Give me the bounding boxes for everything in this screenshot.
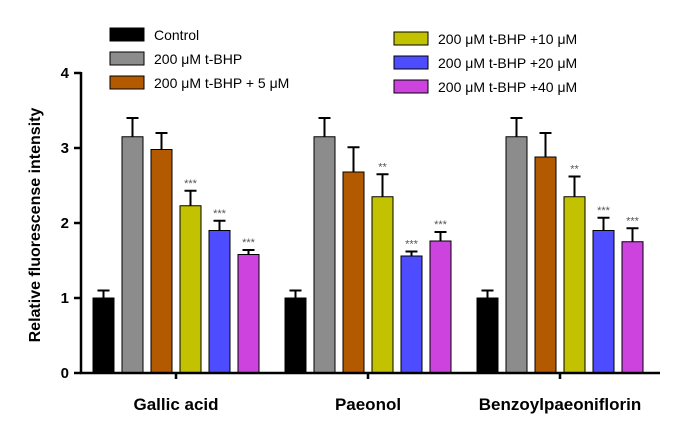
x-tick-label: Benzoylpaeoniflorin (479, 395, 641, 414)
bar (371, 196, 394, 374)
y-tick-label: 2 (61, 215, 69, 232)
significance-label: *** (184, 178, 198, 190)
legend-item: Control (109, 27, 199, 43)
bar (592, 230, 615, 374)
bar (342, 171, 365, 374)
legend-swatch (393, 31, 429, 46)
plot-area: ************************* (92, 117, 644, 374)
bar (237, 254, 260, 374)
bar (534, 156, 557, 374)
significance-label: *** (405, 239, 419, 251)
bar (621, 241, 644, 374)
bar (179, 205, 202, 374)
bar (400, 255, 423, 374)
legend-label: 200 μM t-BHP + 5 μM (154, 75, 289, 91)
bar (313, 136, 336, 374)
legend-swatch (109, 75, 145, 90)
bar (150, 149, 173, 374)
y-tick-label: 1 (61, 290, 69, 307)
bar (476, 297, 499, 374)
x-tick-label: Gallic acid (133, 395, 218, 414)
legend-swatch (109, 51, 145, 66)
bar (208, 230, 231, 374)
significance-label: *** (434, 219, 448, 231)
legend-item: 200 μM t-BHP +40 μM (393, 79, 577, 95)
bar-group: ******** (284, 117, 452, 374)
y-axis-label: Relative fluorescense intensity (27, 108, 44, 343)
significance-label: *** (597, 205, 611, 217)
bar (429, 240, 452, 374)
legend-item: 200 μM t-BHP + 5 μM (109, 75, 289, 91)
bar-group: *** *** *** (92, 117, 260, 374)
legend-label: 200 μM t-BHP +20 μM (438, 55, 577, 71)
significance-label: *** (626, 215, 640, 227)
legend-item: 200 μM t-BHP (109, 51, 242, 67)
bar (121, 136, 144, 374)
significance-label: *** (213, 208, 227, 220)
significance-label: ** (378, 161, 387, 173)
legend-label: 200 μM t-BHP +10 μM (438, 31, 577, 47)
x-axis: Gallic acid Paeonol Benzoylpaeoniflorin (80, 371, 660, 414)
bar (92, 297, 115, 374)
bar (563, 196, 586, 374)
significance-label: *** (242, 237, 256, 249)
legend: Control 200 μM t-BHP 200 μM t-BHP + 5 μM 20… (109, 27, 577, 95)
legend-swatch (109, 27, 145, 42)
bar-group: ******** (476, 117, 644, 374)
legend-swatch (393, 55, 429, 70)
y-axis: 0 1 2 3 4 (61, 65, 83, 382)
legend-label: Control (154, 27, 199, 43)
bar (284, 297, 307, 374)
y-tick-label: 4 (61, 65, 70, 82)
legend-item: 200 μM t-BHP +20 μM (393, 55, 577, 71)
x-tick-label: Paeonol (335, 395, 401, 414)
legend-label: 200 μM t-BHP (154, 51, 242, 67)
y-tick-label: 0 (61, 365, 69, 382)
legend-item: 200 μM t-BHP +10 μM (393, 31, 577, 47)
y-tick-label: 3 (61, 140, 69, 157)
legend-label: 200 μM t-BHP +40 μM (438, 79, 577, 95)
significance-label: ** (570, 164, 579, 176)
bar (505, 136, 528, 374)
legend-swatch (393, 79, 429, 94)
